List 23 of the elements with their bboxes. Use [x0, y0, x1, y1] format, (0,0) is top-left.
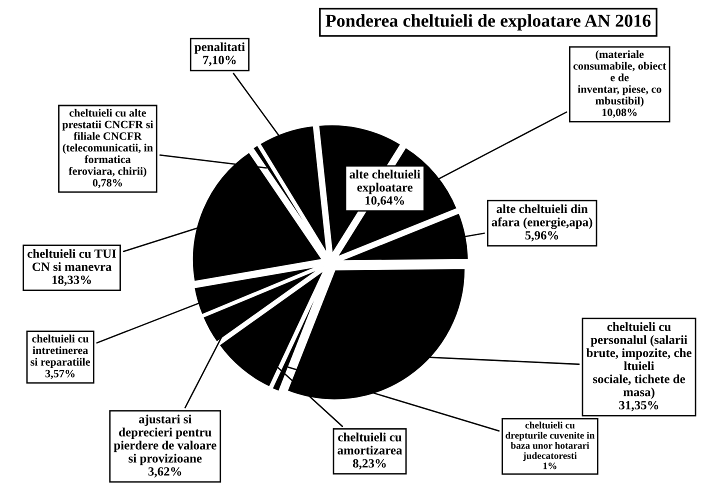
slice-label: penalitati	[194, 42, 245, 54]
slice-label: alte cheltuieli exploatare	[350, 170, 420, 194]
data-label: 8,23%	[353, 459, 386, 470]
slice-label: cheltuieli cu intretinerea si reparatiile	[30, 334, 90, 368]
slice-label: cheltuieli cu drepturile cuvenite in baza unor hotarari judecatoresti	[506, 422, 595, 461]
data-label: 10,64%	[366, 196, 404, 206]
slice-label: ajustari si deprecieri pentru pierdere de valoare si provizioane	[114, 414, 216, 466]
data-label: 10,08%	[602, 108, 637, 118]
slice-label: cheltuieli cu personalul (salarii brute, impozite, che ltuieli sociale, tichete de masa)	[586, 322, 692, 399]
slice-label: cheltuieli cu amortizarea	[338, 432, 402, 454]
data-label: 1%	[543, 462, 556, 470]
data-label: 0,78%	[92, 179, 122, 188]
slice-label: cheltuieli cu TUI CN si manevra	[28, 249, 116, 271]
data-label: 3,62%	[148, 467, 182, 478]
data-label: 3,57%	[45, 370, 75, 379]
data-label: 31,35%	[619, 400, 658, 412]
chart-title: Ponderea cheltuieli de exploatare AN 2016	[326, 14, 651, 31]
data-label: 7,10%	[203, 56, 236, 66]
data-label: 5,96%	[525, 231, 558, 242]
slice-label: alte cheltuieli din afara (energie,apa)	[492, 204, 592, 229]
slice-label: (materiale consumabile, obiect e de inventar, piese, co mbustibil)	[573, 50, 666, 107]
slice-label: cheltuieli cu alte prestatii CNCFR si filiale CNCFR (telecomunicatii, in formatica feroviara, chirii)	[62, 108, 154, 178]
data-label: 18,33%	[52, 276, 91, 286]
